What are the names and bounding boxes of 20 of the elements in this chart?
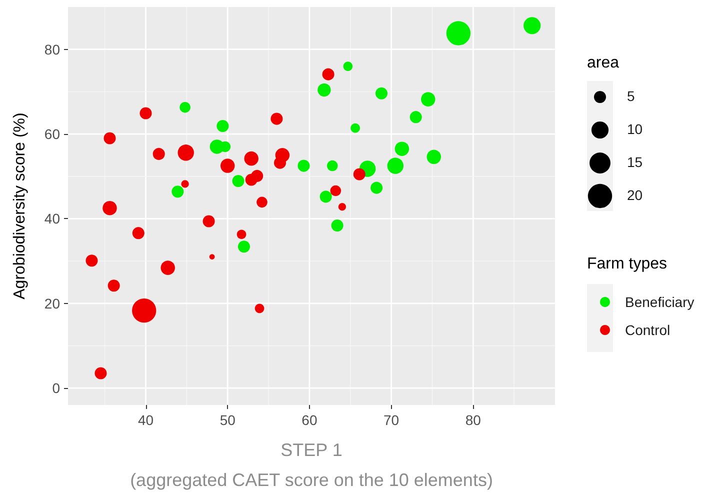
text: area xyxy=(587,54,620,72)
legend-label: 5 xyxy=(627,88,635,104)
y-tick-label: 40 xyxy=(44,210,60,227)
legend-label: 20 xyxy=(627,187,643,203)
x-tick-label: 70 xyxy=(384,412,400,428)
y-axis-title: Agrobiodiversity score (%) xyxy=(12,112,28,300)
x-tick-label: 40 xyxy=(138,412,154,428)
legend-label: 10 xyxy=(627,121,643,137)
legend-title: Farm types xyxy=(587,256,668,272)
legend-label: Control xyxy=(625,322,670,338)
y-tick-label: 80 xyxy=(44,41,60,58)
y-tick-label: 60 xyxy=(44,126,60,142)
x-axis-title: STEP 1 (aggregated CAET score on the 10 elements) xyxy=(130,440,493,490)
x-tick-label: 80 xyxy=(465,412,482,428)
legend-label: Beneficiary xyxy=(625,294,694,310)
legend-label: 15 xyxy=(627,154,643,170)
x-tick-label: 60 xyxy=(302,412,318,428)
x-tick-label: 50 xyxy=(220,412,236,428)
y-tick-label: 0 xyxy=(52,380,60,396)
y-tick-label: 20 xyxy=(44,295,60,312)
